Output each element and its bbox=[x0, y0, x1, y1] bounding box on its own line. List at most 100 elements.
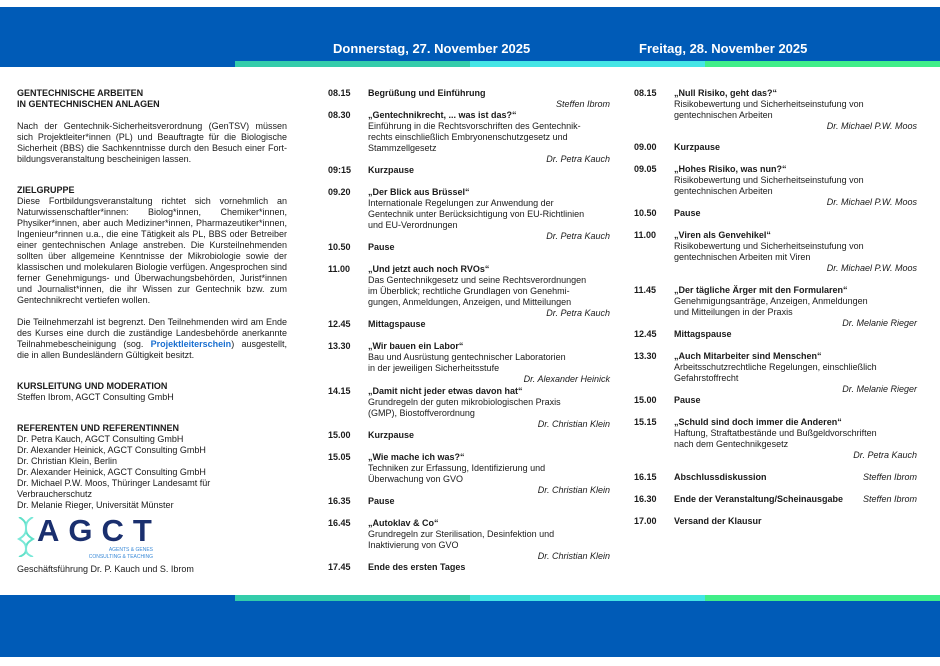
item-time: 08.30 bbox=[328, 110, 351, 120]
item-title: Mittagspause bbox=[368, 319, 426, 329]
item-title: „Damit nicht jeder etwas davon hat“ bbox=[368, 386, 523, 396]
item-time: 15.15 bbox=[634, 417, 657, 427]
item-description-line: gentechnischen Arbeiten bbox=[674, 110, 773, 120]
lead-text: Steffen Ibrom, AGCT Consulting GmbH bbox=[17, 392, 174, 402]
intro-heading-2: IN GENTECHNISCHEN ANLAGEN bbox=[17, 99, 160, 109]
item-title: Pause bbox=[674, 395, 701, 405]
item-time: 09.20 bbox=[328, 187, 351, 197]
item-time: 16.15 bbox=[634, 472, 657, 482]
item-description-line: in der jeweiligen Sicherheitsstufe bbox=[368, 363, 500, 373]
item-description-line: Internationale Regelungen zur Anwendung … bbox=[368, 198, 554, 208]
item-speaker: Dr. Alexander Heinick bbox=[523, 374, 610, 384]
item-description-line: rechts einschließlich Embryonenschutzges… bbox=[368, 132, 568, 142]
item-time: 09.00 bbox=[634, 142, 657, 152]
speakers-heading: REFERENTEN UND REFERENTINNEN bbox=[17, 423, 180, 433]
item-title: „Autoklav & Co“ bbox=[368, 518, 439, 528]
item-speaker: Dr. Michael P.W. Moos bbox=[826, 263, 917, 273]
item-title: Kurzpause bbox=[674, 142, 721, 152]
item-speaker: Dr. Melanie Rieger bbox=[842, 318, 917, 328]
item-title: „Null Risiko, geht das?“ bbox=[674, 88, 778, 98]
item-time: 08.15 bbox=[634, 88, 657, 98]
footer-band bbox=[0, 595, 940, 657]
item-title: „Wie mache ich was?“ bbox=[368, 452, 465, 462]
item-title: Pause bbox=[368, 242, 395, 252]
item-title: Pause bbox=[674, 208, 701, 218]
speaker-entry: Dr. Michael P.W. Moos, Thüringer Landesa… bbox=[17, 478, 211, 499]
management-text: Geschäftsführung Dr. P. Kauch und S. Ibr… bbox=[17, 564, 194, 574]
day1-heading: Donnerstag, 27. November 2025 bbox=[333, 41, 531, 56]
item-speaker: Dr. Petra Kauch bbox=[546, 154, 610, 164]
speaker-entry: Dr. Christian Klein, Berlin bbox=[17, 456, 118, 466]
item-time: 15.00 bbox=[634, 395, 657, 405]
footer-strip-2 bbox=[470, 595, 705, 601]
speaker-entry: Dr. Melanie Rieger, Universität Münster bbox=[17, 500, 174, 510]
projektleiterschein-link[interactable]: Projektleiterschein bbox=[150, 339, 232, 349]
item-time: 17.45 bbox=[328, 562, 351, 572]
item-title: Begrüßung und Einführung bbox=[368, 88, 486, 98]
logo-subtitle-2: CONSULTING & TEACHING bbox=[88, 554, 153, 560]
item-title: „Wir bauen ein Labor“ bbox=[368, 341, 464, 351]
item-description-line: Grundregeln der guten mikrobiologischen … bbox=[368, 397, 561, 407]
item-description-line: Stammzellgesetz bbox=[368, 143, 437, 153]
item-speaker: Dr. Melanie Rieger bbox=[842, 384, 917, 394]
intro-text: Nach der Gentechnik-Sicherheitsverordnun… bbox=[17, 121, 287, 164]
item-time: 12.45 bbox=[328, 319, 351, 329]
item-description-line: und Mitteilungen in der Praxis bbox=[674, 307, 793, 317]
agct-logo: AGCT AGENTS & GENES CONSULTING & TEACHIN… bbox=[17, 513, 287, 561]
item-description-line: gentechnischen Arbeiten bbox=[674, 186, 773, 196]
item-title: Ende des ersten Tages bbox=[368, 562, 466, 572]
item-title: Pause bbox=[368, 496, 395, 506]
item-time: 16.35 bbox=[328, 496, 351, 506]
item-description-line: Überwachung von GVO bbox=[368, 474, 464, 484]
item-description-line: Das Gentechnikgesetz und seine Rechtsver… bbox=[368, 275, 587, 285]
item-speaker: Dr. Petra Kauch bbox=[546, 308, 610, 318]
item-description-line: Risikobewertung und Sicherheitseinstufun… bbox=[674, 175, 864, 185]
day2-heading: Freitag, 28. November 2025 bbox=[639, 41, 808, 56]
item-time: 08.15 bbox=[328, 88, 351, 98]
item-description-line: Inaktivierung von GVO bbox=[368, 540, 459, 550]
item-description-line: gentechnischen Arbeiten mit Viren bbox=[674, 252, 811, 262]
speaker-entry: Dr. Alexander Heinick, AGCT Consulting G… bbox=[17, 445, 206, 455]
item-title: Ende der Veranstaltung/Scheinausgabe bbox=[674, 494, 844, 504]
item-description-line: Techniken zur Erfassung, Identifizierung… bbox=[368, 463, 546, 473]
item-time: 12.45 bbox=[634, 329, 657, 339]
item-speaker: Steffen Ibrom bbox=[555, 99, 610, 109]
intro-column: GENTECHNISCHE ARBEITEN IN GENTECHNISCHEN… bbox=[17, 88, 287, 575]
item-description-line: Grundregeln zur Sterilisation, Desinfekt… bbox=[368, 529, 555, 539]
logo-text: AGCT bbox=[37, 513, 161, 548]
item-time: 09.05 bbox=[634, 164, 657, 174]
item-speaker: Dr. Petra Kauch bbox=[546, 231, 610, 241]
footer-strip-3 bbox=[705, 595, 940, 601]
item-time: 15.00 bbox=[328, 430, 351, 440]
item-speaker: Dr. Christian Klein bbox=[537, 485, 610, 495]
item-title: „Viren als Genvehikel“ bbox=[674, 230, 771, 240]
item-title: Versand der Klausur bbox=[674, 516, 762, 526]
item-speaker: Steffen Ibrom bbox=[862, 494, 917, 504]
item-description-line: und EU-Verordnungen bbox=[368, 220, 458, 230]
item-title: „Schuld sind doch immer die Anderen“ bbox=[674, 417, 842, 427]
intro-heading-1: GENTECHNISCHE ARBEITEN bbox=[17, 88, 144, 98]
item-time: 09:15 bbox=[328, 165, 352, 175]
item-description-line: Haftung, Straftatbestände und Bußgeldvor… bbox=[674, 428, 877, 438]
header-strip-2 bbox=[470, 61, 705, 67]
item-description-line: Einführung in die Rechtsvorschriften des… bbox=[368, 121, 581, 131]
item-time: 13.30 bbox=[634, 351, 657, 361]
item-title: „Der tägliche Ärger mit den Formularen“ bbox=[674, 285, 848, 295]
item-time: 17.00 bbox=[634, 516, 657, 526]
item-speaker: Dr. Christian Klein bbox=[537, 419, 610, 429]
item-title: „Gentechnikrecht, ... was ist das?“ bbox=[368, 110, 517, 120]
item-description-line: Risikobewertung und Sicherheitseinstufun… bbox=[674, 99, 864, 109]
item-title: Kurzpause bbox=[368, 165, 415, 175]
item-description-line: Bau und Ausrüstung gentechnischer Labora… bbox=[368, 352, 566, 362]
item-speaker: Dr. Michael P.W. Moos bbox=[826, 121, 917, 131]
item-title: Kurzpause bbox=[368, 430, 415, 440]
item-time: 11.00 bbox=[328, 264, 351, 274]
item-time: 10.50 bbox=[634, 208, 657, 218]
item-speaker: Dr. Michael P.W. Moos bbox=[826, 197, 917, 207]
limit-text-after: ) ausgestellt, die in allen Bundesländer… bbox=[17, 339, 287, 360]
item-speaker: Dr. Petra Kauch bbox=[853, 450, 917, 460]
item-title: Mittagspause bbox=[674, 329, 732, 339]
item-title: „Und jetzt auch noch RVOs“ bbox=[368, 264, 490, 274]
footer-strip-1 bbox=[235, 595, 470, 601]
speaker-entry: Dr. Petra Kauch, AGCT Consulting GmbH bbox=[17, 434, 184, 444]
